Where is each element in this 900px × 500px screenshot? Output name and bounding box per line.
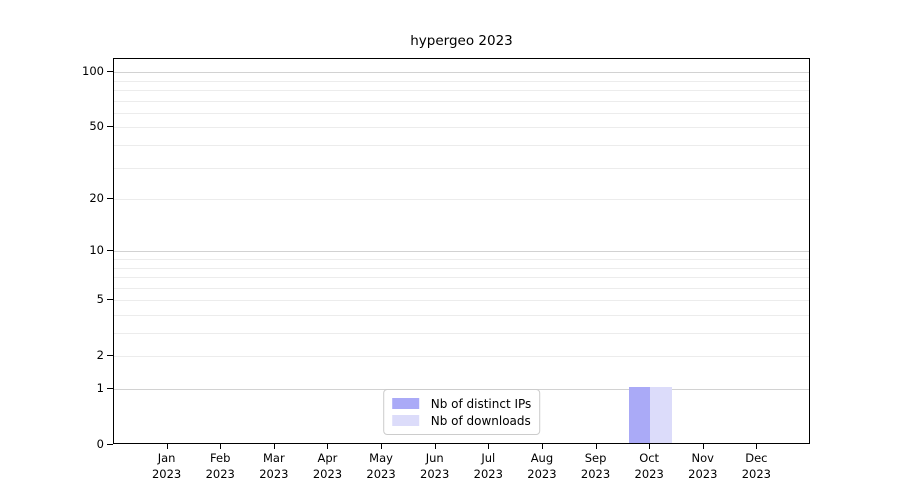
minor-gridline: [114, 127, 809, 128]
y-tick-label: 20: [40, 191, 104, 205]
x-tick-label: Oct 2023: [619, 451, 679, 482]
y-tick-label: 1: [40, 381, 104, 395]
plot-area: Nb of distinct IPs Nb of downloads: [113, 58, 810, 444]
bar-nb-of-downloads: [650, 387, 671, 443]
figure: hypergeo 2023 Nb of distinct IPs Nb of d…: [0, 0, 900, 500]
major-gridline: [114, 72, 809, 73]
minor-gridline: [114, 288, 809, 289]
legend: Nb of distinct IPs Nb of downloads: [383, 389, 541, 435]
y-tick-label: 0: [40, 437, 104, 451]
minor-gridline: [114, 81, 809, 82]
y-tick-mark: [107, 299, 113, 300]
minor-gridline: [114, 101, 809, 102]
minor-gridline: [114, 333, 809, 334]
x-tick-label: Sep 2023: [566, 451, 626, 482]
minor-gridline: [114, 168, 809, 169]
x-tick-mark: [327, 444, 328, 449]
x-tick-label: Jan 2023: [137, 451, 197, 482]
legend-item-distinct-ips: Nb of distinct IPs: [392, 396, 532, 411]
minor-gridline: [114, 300, 809, 301]
y-tick-mark: [107, 71, 113, 72]
x-tick-mark: [488, 444, 489, 449]
x-tick-mark: [596, 444, 597, 449]
x-tick-label: Jul 2023: [458, 451, 518, 482]
legend-label-distinct-ips: Nb of distinct IPs: [431, 397, 532, 411]
x-tick-label: Dec 2023: [726, 451, 786, 482]
legend-swatch-distinct-ips-icon: [392, 398, 419, 409]
x-tick-mark: [220, 444, 221, 449]
y-tick-mark: [107, 444, 113, 445]
minor-gridline: [114, 90, 809, 91]
x-tick-mark: [274, 444, 275, 449]
x-tick-mark: [435, 444, 436, 449]
x-tick-label: Nov 2023: [673, 451, 733, 482]
y-tick-mark: [107, 355, 113, 356]
x-tick-label: Jun 2023: [405, 451, 465, 482]
y-tick-mark: [107, 388, 113, 389]
x-tick-mark: [756, 444, 757, 449]
bar-nb-of-distinct-ips: [629, 387, 650, 443]
minor-gridline: [114, 145, 809, 146]
minor-gridline: [114, 277, 809, 278]
minor-gridline: [114, 356, 809, 357]
legend-swatch-downloads-icon: [392, 415, 419, 426]
legend-item-downloads: Nb of downloads: [392, 413, 532, 428]
y-tick-label: 50: [40, 119, 104, 133]
x-tick-mark: [703, 444, 704, 449]
y-tick-label: 10: [40, 243, 104, 257]
y-tick-label: 100: [40, 64, 104, 78]
x-tick-label: May 2023: [351, 451, 411, 482]
minor-gridline: [114, 268, 809, 269]
y-tick-label: 2: [40, 348, 104, 362]
y-tick-mark: [107, 126, 113, 127]
x-tick-mark: [167, 444, 168, 449]
x-tick-label: Apr 2023: [297, 451, 357, 482]
minor-gridline: [114, 113, 809, 114]
y-tick-mark: [107, 198, 113, 199]
x-tick-label: Feb 2023: [190, 451, 250, 482]
x-tick-mark: [542, 444, 543, 449]
major-gridline: [114, 251, 809, 252]
y-tick-mark: [107, 250, 113, 251]
legend-label-downloads: Nb of downloads: [431, 414, 531, 428]
minor-gridline: [114, 315, 809, 316]
x-tick-mark: [649, 444, 650, 449]
x-tick-label: Aug 2023: [512, 451, 572, 482]
minor-gridline: [114, 259, 809, 260]
y-tick-label: 5: [40, 292, 104, 306]
minor-gridline: [114, 199, 809, 200]
x-tick-mark: [381, 444, 382, 449]
x-tick-label: Mar 2023: [244, 451, 304, 482]
chart-title: hypergeo 2023: [113, 33, 810, 49]
